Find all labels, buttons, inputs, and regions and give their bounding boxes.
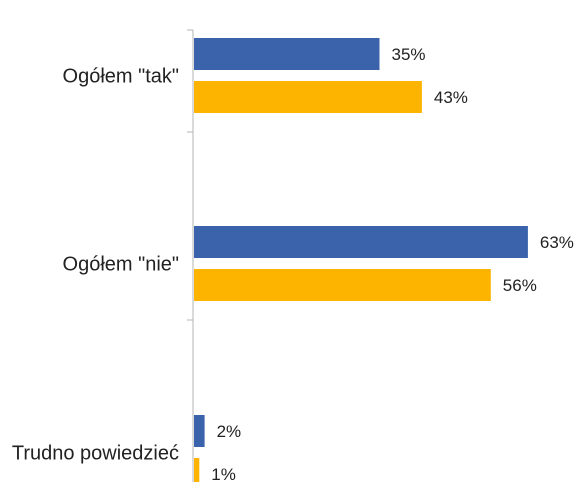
bar-series2-cat3 <box>194 458 200 482</box>
data-label-series2-cat3: 1% <box>211 465 236 482</box>
bars-layer <box>194 38 528 482</box>
data-label-series2-cat2: 56% <box>503 276 537 295</box>
data-label-series1-cat3: 2% <box>217 422 242 441</box>
axis-layer <box>187 29 194 482</box>
bar-series1-cat1 <box>194 38 380 70</box>
category-label-3: Trudno powiedzieć <box>12 443 179 465</box>
category-label-1: Ogółem "tak" <box>63 66 179 88</box>
data-label-series2-cat1: 43% <box>434 88 468 107</box>
data-labels-layer: 35% 43% 63% 56% 2% 1% <box>211 45 574 482</box>
category-label-2: Ogółem "nie" <box>63 254 179 276</box>
category-labels-layer: Ogółem "tak" Ogółem "nie" Trudno powiedzie… <box>12 66 179 465</box>
data-label-series1-cat1: 35% <box>392 45 426 64</box>
data-label-series1-cat2: 63% <box>540 233 574 252</box>
bar-series1-cat2 <box>194 226 528 258</box>
bar-series2-cat2 <box>194 269 491 301</box>
bar-series1-cat3 <box>194 415 205 447</box>
bar-series2-cat1 <box>194 81 422 113</box>
